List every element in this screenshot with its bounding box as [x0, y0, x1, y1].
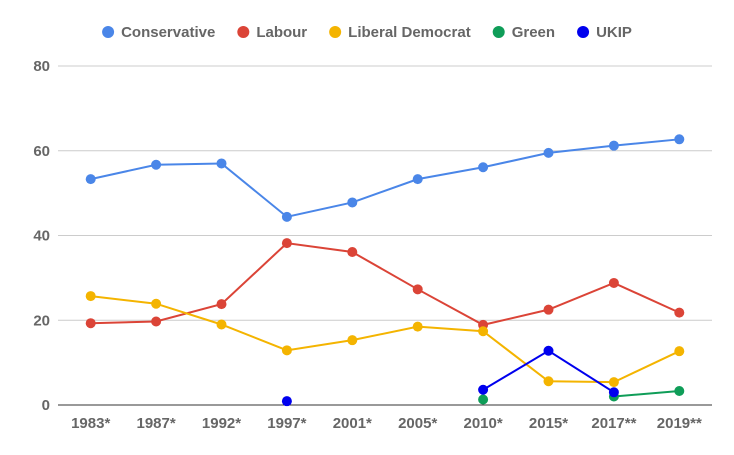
data-point	[478, 394, 489, 405]
data-point	[674, 307, 685, 318]
data-point	[281, 211, 292, 222]
data-point	[608, 140, 619, 151]
y-tick-label: 80	[33, 58, 50, 75]
legend-label: Liberal Democrat	[348, 24, 471, 41]
series-0	[85, 134, 685, 222]
series-3	[478, 386, 685, 405]
data-point	[85, 174, 96, 185]
data-point	[412, 174, 423, 185]
data-point	[608, 387, 619, 398]
legend: Conservative Labour Liberal Democrat Green U…	[102, 24, 632, 41]
data-point	[674, 346, 685, 357]
data-point	[151, 298, 162, 309]
data-point	[412, 321, 423, 332]
data-point	[151, 316, 162, 327]
legend-label: Conservative	[121, 24, 215, 41]
data-point	[347, 247, 358, 258]
legend-item: UKIP	[577, 24, 632, 41]
x-tick-label: 1983*	[71, 415, 110, 432]
legend-item: Green	[492, 24, 555, 41]
legend-label: UKIP	[596, 24, 632, 41]
y-axis: 0 20 40 60 80	[33, 58, 50, 414]
series-line	[613, 390, 680, 398]
data-point	[281, 238, 292, 249]
x-tick-label: 2005*	[398, 415, 437, 432]
legend-item: Labour	[237, 24, 307, 41]
series-line	[90, 295, 680, 384]
data-point	[216, 319, 227, 330]
x-tick-label: 2019**	[657, 415, 702, 432]
x-tick-label: 1997*	[267, 415, 306, 432]
series-1	[85, 238, 685, 330]
x-tick-label: 2017**	[591, 415, 636, 432]
y-tick-label: 20	[33, 312, 50, 329]
legend-label: Green	[512, 24, 555, 41]
data-point	[478, 162, 489, 173]
data-point	[281, 396, 292, 407]
y-tick-label: 40	[33, 228, 50, 245]
series-line	[90, 242, 680, 326]
legend-swatch	[577, 26, 590, 38]
legend-swatch	[329, 26, 342, 38]
y-tick-label: 0	[42, 397, 50, 414]
data-point	[85, 318, 96, 329]
data-point	[412, 284, 423, 295]
legend-label: Labour	[256, 24, 307, 41]
series-line	[90, 138, 680, 218]
data-point	[608, 277, 619, 288]
series-layer	[85, 134, 685, 407]
series-2	[85, 291, 685, 388]
data-point	[543, 376, 554, 387]
legend-item: Liberal Democrat	[329, 24, 471, 41]
x-axis: 1983* 1987* 1992* 1997* 2001* 2005* 2010* 2015*…	[71, 415, 702, 432]
data-point	[543, 345, 554, 356]
data-point	[543, 147, 554, 158]
data-point	[151, 159, 162, 170]
y-tick-label: 60	[33, 143, 50, 160]
data-point	[281, 345, 292, 356]
x-tick-label: 1987*	[136, 415, 175, 432]
data-point	[347, 335, 358, 346]
data-point	[674, 386, 685, 397]
x-tick-label: 2010*	[463, 415, 502, 432]
data-point	[478, 384, 489, 395]
series-4	[281, 345, 619, 407]
legend-swatch	[237, 26, 250, 38]
data-point	[347, 197, 358, 208]
legend-swatch	[102, 26, 115, 38]
data-point	[85, 291, 96, 302]
data-point	[608, 377, 619, 388]
legend-item: Conservative	[102, 24, 215, 41]
x-tick-label: 1992*	[202, 415, 241, 432]
data-point	[543, 304, 554, 315]
x-tick-label: 2015*	[529, 415, 568, 432]
gridlines	[58, 65, 712, 406]
x-tick-label: 2001*	[333, 415, 372, 432]
legend-swatch	[492, 26, 505, 38]
data-point	[216, 299, 227, 310]
data-point	[478, 326, 489, 337]
data-point	[216, 158, 227, 169]
data-point	[674, 134, 685, 145]
